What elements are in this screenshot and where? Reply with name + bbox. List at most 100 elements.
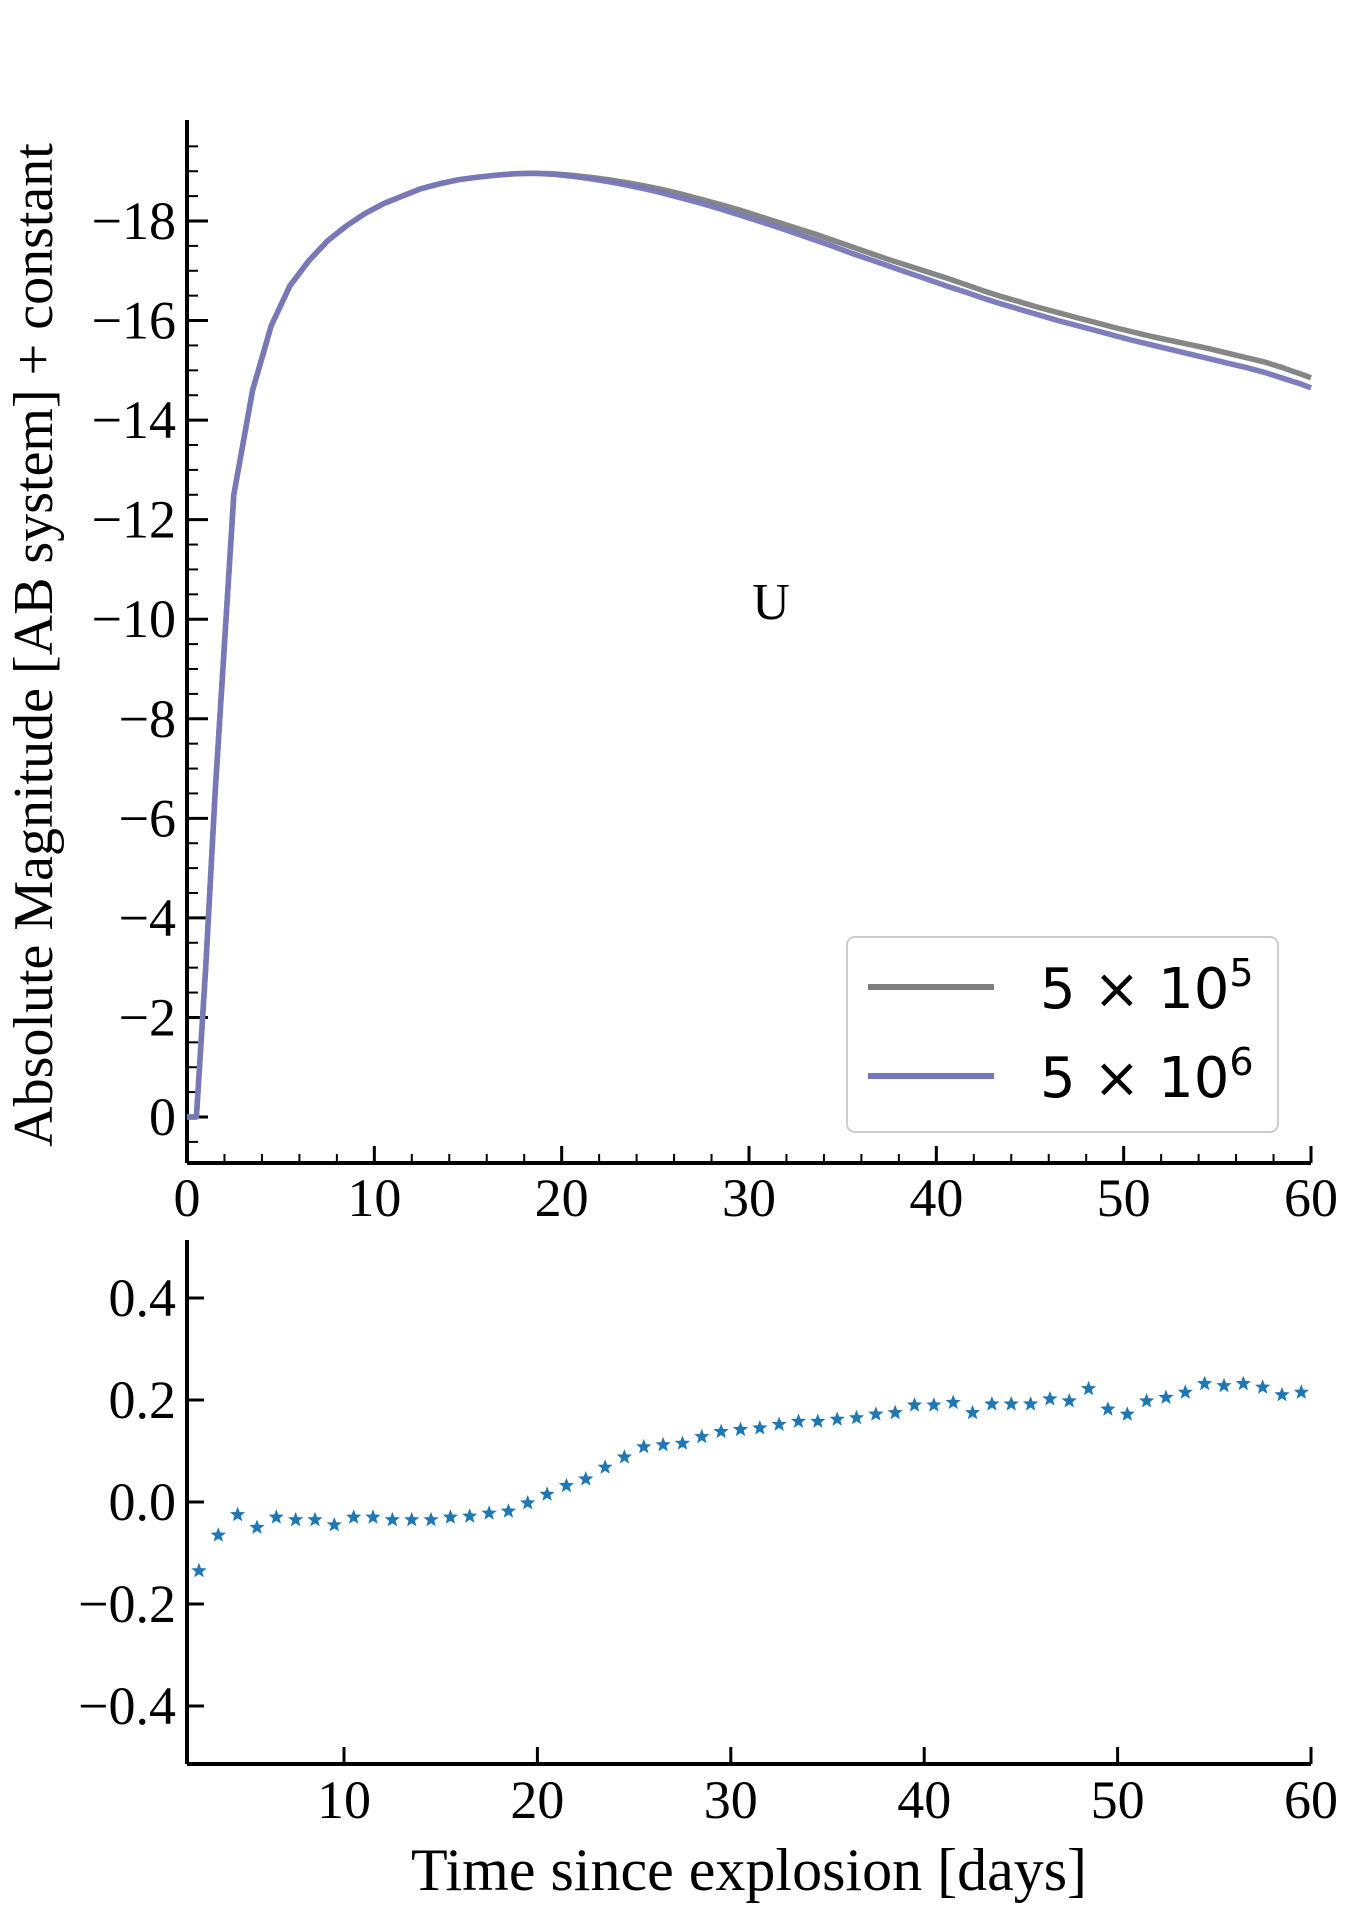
residual-star bbox=[694, 1428, 710, 1444]
residual-star bbox=[1081, 1380, 1097, 1396]
top-x-ticks: 0 10 20 30 40 50 60 bbox=[174, 1146, 1338, 1228]
top-x-tick-label: 0 bbox=[174, 1168, 201, 1228]
top-y-tick-label: −4 bbox=[119, 888, 176, 948]
residual-star bbox=[442, 1509, 458, 1524]
top-x-tick-label: 30 bbox=[722, 1168, 776, 1228]
residual-star bbox=[636, 1438, 652, 1454]
bottom-y-tick-label: −0.2 bbox=[78, 1574, 176, 1634]
residual-star bbox=[655, 1436, 671, 1452]
residual-star bbox=[326, 1517, 342, 1532]
residual-star bbox=[268, 1509, 284, 1524]
bottom-axes bbox=[185, 1240, 1311, 1766]
residual-star bbox=[887, 1404, 903, 1420]
top-y-ticks: 0 −2 −4 −6 −8 −10 −12 −14 −16 −18 bbox=[92, 145, 208, 1147]
band-annotation: U bbox=[752, 574, 790, 631]
top-y-tick-label: −16 bbox=[92, 291, 176, 351]
residual-star bbox=[191, 1562, 207, 1578]
bottom-x-tick-label: 50 bbox=[1091, 1770, 1145, 1830]
residual-star bbox=[520, 1495, 536, 1510]
bottom-x-tick-label: 10 bbox=[317, 1770, 371, 1830]
top-y-tick-label: −2 bbox=[119, 987, 176, 1047]
bottom-x-tick-label: 40 bbox=[897, 1770, 951, 1830]
x-axis-label: Time since explosion [days] bbox=[411, 1837, 1087, 1903]
bottom-x-ticks: 10 20 30 40 50 60 bbox=[317, 1747, 1338, 1830]
legend-label-series-2-exp: 6 bbox=[1229, 1040, 1253, 1084]
residual-star bbox=[578, 1471, 594, 1486]
residual-star bbox=[674, 1435, 691, 1450]
residual-star bbox=[249, 1519, 265, 1534]
residual-star bbox=[1235, 1375, 1251, 1391]
residual-star bbox=[210, 1527, 226, 1542]
residual-star bbox=[616, 1449, 632, 1464]
top-x-tick-label: 40 bbox=[909, 1168, 963, 1228]
bottom-x-tick-label: 30 bbox=[704, 1770, 758, 1830]
bottom-x-tick-label: 60 bbox=[1284, 1770, 1338, 1830]
residual-star bbox=[1061, 1393, 1077, 1408]
top-y-tick-label: −10 bbox=[92, 589, 176, 649]
residual-star bbox=[790, 1413, 807, 1428]
top-y-tick-label: −18 bbox=[92, 191, 176, 251]
residual-star bbox=[926, 1397, 942, 1412]
residual-star bbox=[1216, 1377, 1232, 1393]
residual-star bbox=[1255, 1379, 1271, 1394]
residual-star bbox=[1003, 1396, 1019, 1411]
residual-star bbox=[713, 1423, 729, 1439]
residual-star bbox=[1042, 1391, 1058, 1406]
residual-star bbox=[365, 1509, 381, 1524]
residual-star bbox=[404, 1511, 420, 1527]
top-y-tick-label: −6 bbox=[119, 788, 176, 848]
legend-label-series-1: 5 × 105 bbox=[1040, 951, 1254, 1022]
residual-star bbox=[558, 1477, 574, 1493]
top-panel: 0 10 20 30 40 50 60 0 −2 −4 −6 −8 −10 −12 −14 −16 −18 U… bbox=[92, 120, 1338, 1228]
bottom-panel: 10 20 30 40 50 60 0.4 0.2 0.0 −0.2 −0.4 bbox=[78, 1240, 1338, 1830]
residual-star bbox=[230, 1506, 246, 1522]
residual-star bbox=[1158, 1389, 1174, 1404]
residual-star bbox=[346, 1509, 362, 1524]
residual-star bbox=[1100, 1401, 1116, 1416]
residual-star bbox=[539, 1486, 555, 1501]
residual-star bbox=[500, 1503, 516, 1518]
residual-star bbox=[964, 1404, 981, 1420]
legend-label-series-2-base: 5 × 10 bbox=[1040, 1046, 1229, 1111]
residual-star bbox=[868, 1406, 884, 1421]
top-series-lines bbox=[187, 170, 1312, 1120]
bottom-y-tick-label: 0.4 bbox=[109, 1268, 177, 1328]
residual-star bbox=[1139, 1393, 1155, 1408]
residual-star bbox=[732, 1421, 749, 1437]
legend-label-series-2: 5 × 106 bbox=[1040, 1040, 1254, 1111]
residual-star bbox=[1119, 1406, 1135, 1421]
residual-star bbox=[810, 1413, 826, 1428]
series-line-2 bbox=[187, 170, 1312, 1120]
top-y-tick-label: −8 bbox=[119, 689, 176, 749]
legend: 5 × 105 5 × 106 bbox=[846, 936, 1279, 1133]
top-x-tick-label: 60 bbox=[1284, 1168, 1338, 1228]
residual-points bbox=[191, 1375, 1309, 1578]
residual-star bbox=[384, 1511, 400, 1527]
residual-star bbox=[288, 1511, 304, 1527]
bottom-y-tick-label: −0.4 bbox=[78, 1676, 176, 1736]
residual-star bbox=[462, 1508, 478, 1523]
top-y-tick-label: −12 bbox=[92, 490, 176, 550]
residual-star bbox=[906, 1397, 923, 1412]
residual-star bbox=[829, 1411, 845, 1426]
legend-label-series-1-base: 5 × 10 bbox=[1040, 957, 1229, 1022]
bottom-x-tick-label: 20 bbox=[510, 1770, 564, 1830]
bottom-y-ticks: 0.4 0.2 0.0 −0.2 −0.4 bbox=[78, 1268, 204, 1736]
residual-star bbox=[597, 1459, 613, 1474]
residual-star bbox=[423, 1511, 439, 1527]
y-axis-label: Absolute Magnitude [AB system] + constan… bbox=[3, 143, 65, 1147]
residual-star bbox=[1293, 1384, 1309, 1399]
legend-label-series-1-exp: 5 bbox=[1229, 951, 1253, 995]
residual-star bbox=[771, 1416, 787, 1431]
top-x-tick-label: 10 bbox=[347, 1168, 401, 1228]
residual-star bbox=[481, 1505, 497, 1520]
residual-star bbox=[752, 1420, 768, 1435]
residual-star bbox=[1274, 1386, 1290, 1402]
residual-star bbox=[1197, 1375, 1213, 1391]
residual-star bbox=[1177, 1384, 1193, 1399]
residual-star bbox=[848, 1409, 865, 1425]
bottom-y-tick-label: 0.2 bbox=[109, 1370, 177, 1430]
top-y-tick-label: 0 bbox=[149, 1087, 176, 1147]
residual-star bbox=[1023, 1396, 1039, 1411]
